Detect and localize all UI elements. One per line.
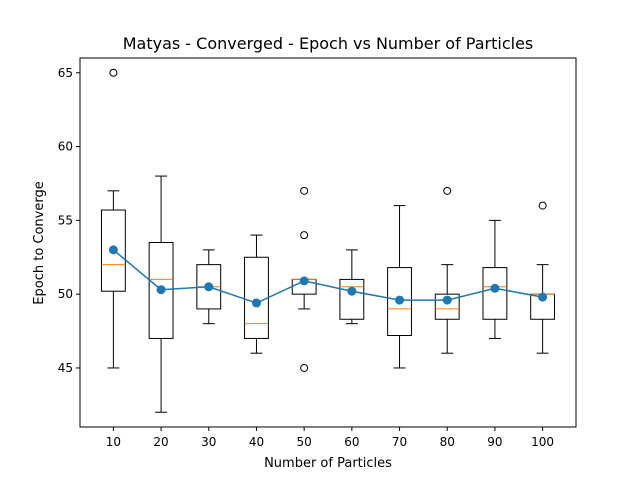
y-tick-label: 45: [58, 361, 73, 375]
outlier-point: [109, 68, 118, 77]
y-tick-label: 60: [58, 140, 73, 154]
y-tick-label: 55: [58, 213, 73, 227]
outlier-point: [300, 186, 309, 195]
box: [387, 267, 412, 336]
mean-point: [347, 286, 357, 296]
x-tick-label: 90: [487, 435, 502, 449]
box: [100, 209, 126, 292]
y-tick-label: 65: [58, 66, 73, 80]
box: [244, 256, 269, 339]
x-tick-label: 60: [344, 435, 359, 449]
x-axis-label: Number of Particles: [264, 456, 392, 471]
box: [482, 267, 508, 320]
mean-point: [251, 298, 261, 308]
mean-point: [108, 245, 118, 255]
outlier-point: [300, 231, 309, 240]
box: [339, 278, 365, 320]
box: [148, 242, 174, 339]
outlier-point: [538, 201, 547, 210]
y-axis-label: Epoch to Converge: [32, 181, 47, 304]
outlier-point: [443, 186, 452, 195]
mean-point: [156, 285, 166, 295]
chart-title: Matyas - Converged - Epoch vs Number of …: [123, 34, 534, 53]
mean-point: [490, 283, 500, 293]
box: [434, 293, 460, 320]
x-tick-label: 50: [297, 435, 312, 449]
mean-point: [299, 276, 309, 286]
mean-point: [442, 295, 452, 305]
mean-line: [112, 249, 543, 304]
x-tick-label: 30: [201, 435, 216, 449]
plot-area: 45 50 55 60 65 10 20 30 40 50 60 70 80 90 100: [58, 66, 556, 449]
x-tick-label: 100: [531, 435, 554, 449]
mean-point: [204, 282, 214, 292]
y-tick-label: 50: [58, 287, 73, 301]
x-tick-label: 10: [106, 435, 121, 449]
mean-point: [395, 295, 405, 305]
outlier-point: [300, 363, 309, 372]
x-tick-label: 80: [440, 435, 455, 449]
x-tick-label: 40: [249, 435, 264, 449]
plot-frame: [79, 57, 577, 428]
x-tick-label: 20: [153, 435, 168, 449]
mean-point: [538, 292, 548, 302]
x-tick-label: 70: [392, 435, 407, 449]
